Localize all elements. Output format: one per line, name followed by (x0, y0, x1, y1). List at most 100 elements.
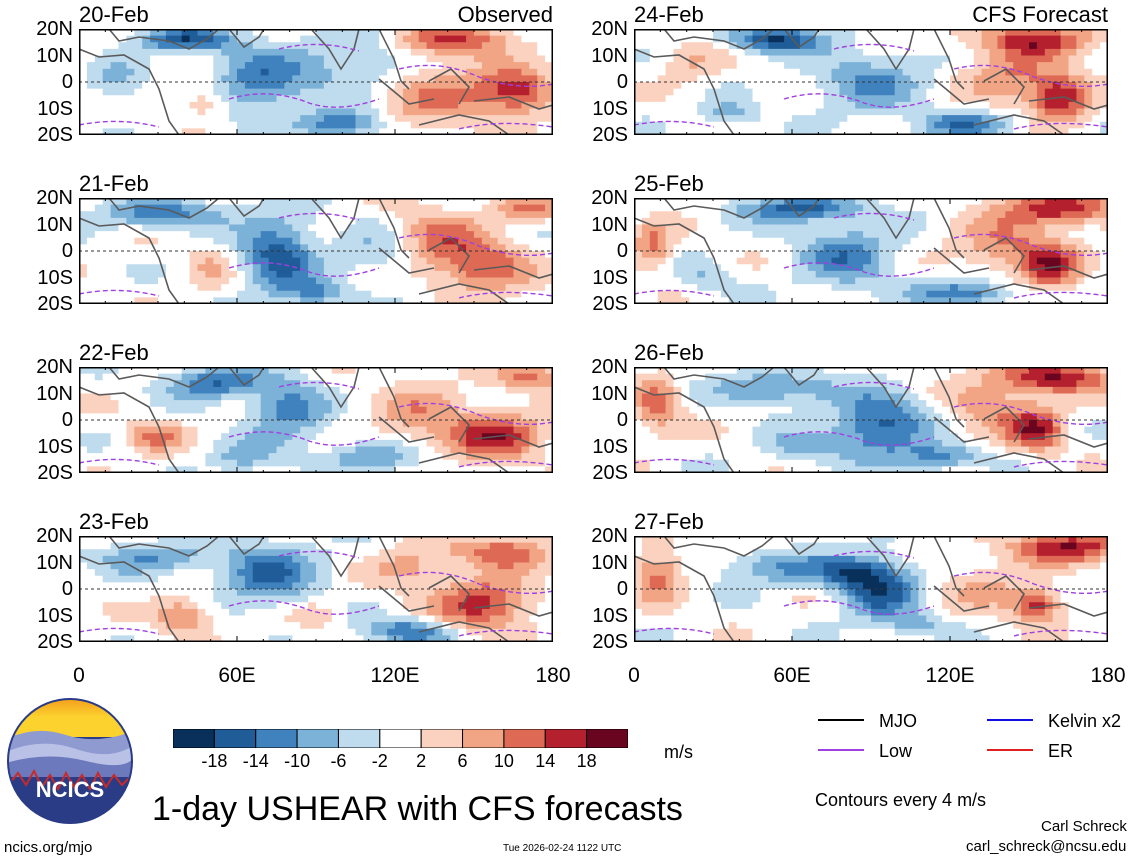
field-cell (545, 575, 554, 583)
field-cell (355, 55, 364, 63)
field-cell (426, 439, 436, 448)
field-cell (363, 589, 372, 597)
field-cell (118, 615, 127, 623)
field-cell (681, 75, 690, 83)
field-cell (221, 569, 230, 577)
field-cell (229, 420, 238, 428)
field-cell (529, 386, 538, 395)
field-cell (744, 35, 754, 43)
field-cell (752, 95, 761, 103)
field-cell (229, 68, 238, 76)
field-cell (926, 42, 935, 50)
field-cell (260, 615, 270, 623)
field-cell (1100, 68, 1109, 76)
field-cell (942, 42, 951, 50)
field-cell (284, 367, 293, 375)
field-cell (513, 204, 522, 212)
field-cell (458, 608, 467, 617)
field-cell (545, 75, 554, 83)
field-cell (260, 204, 270, 212)
field-cell (134, 386, 143, 395)
field-cell (237, 270, 246, 279)
field-cell (981, 68, 991, 76)
field-cell (221, 635, 230, 643)
field-cell (1076, 121, 1085, 129)
field-cell (497, 595, 507, 603)
field-cell (537, 608, 546, 617)
field-cell (402, 264, 412, 272)
field-cell (134, 48, 143, 57)
field-cell (339, 386, 349, 395)
field-cell (634, 62, 643, 70)
field-cell (244, 264, 254, 272)
field-cell (142, 555, 151, 564)
field-cell (268, 62, 278, 70)
field-cell (434, 115, 443, 123)
field-cell (300, 204, 309, 212)
field-cell (363, 602, 372, 610)
field-cell (355, 446, 364, 454)
field-cell (878, 95, 888, 103)
field-cell (545, 128, 554, 136)
field-cell (489, 198, 499, 206)
field-cell (205, 82, 214, 90)
field-cell (126, 608, 135, 617)
field-cell (110, 62, 120, 70)
field-cell (529, 453, 538, 461)
field-cell (529, 211, 538, 219)
field-cell (229, 582, 238, 590)
field-cell (347, 393, 357, 401)
field-cell (118, 82, 127, 90)
field-cell (387, 608, 396, 617)
field-cell (410, 204, 420, 212)
field-cell (229, 542, 238, 550)
field-cell (118, 55, 127, 63)
field-cell (497, 628, 507, 636)
field-cell (418, 562, 428, 570)
field-cell (395, 297, 404, 305)
field-cell (110, 257, 120, 265)
field-cell (197, 264, 206, 272)
field-cell (641, 88, 651, 96)
field-cell (450, 426, 459, 434)
field-cell (118, 257, 127, 265)
field-cell (450, 29, 459, 37)
field-cell (150, 393, 159, 401)
field-cell (395, 198, 404, 206)
field-cell (229, 231, 238, 239)
field-cell (513, 549, 522, 557)
field-cell (142, 244, 151, 252)
field-cell (189, 466, 199, 474)
field-cell (308, 204, 317, 212)
field-cell (308, 608, 317, 617)
field-cell (110, 251, 120, 259)
field-cell (173, 128, 183, 136)
field-cell (205, 290, 214, 298)
field-cell (363, 549, 372, 557)
field-cell (776, 42, 785, 50)
field-cell (410, 251, 420, 259)
field-cell (347, 42, 357, 50)
field-cell (126, 459, 135, 467)
field-cell (657, 68, 667, 76)
field-cell (657, 42, 667, 50)
field-cell (489, 48, 499, 57)
field-cell (205, 29, 214, 37)
field-cell (387, 420, 396, 428)
field-cell (221, 55, 230, 63)
field-cell (458, 231, 467, 239)
field-cell (489, 75, 499, 83)
field-cell (474, 48, 483, 57)
field-cell (442, 386, 451, 395)
field-cell (237, 297, 246, 305)
field-cell (489, 406, 499, 414)
field-cell (728, 101, 738, 110)
field-cell (276, 101, 285, 110)
field-cell (450, 386, 459, 395)
field-cell (871, 82, 880, 90)
field-cell (418, 95, 428, 103)
field-cell (792, 82, 801, 90)
field-cell (110, 204, 120, 212)
field-cell (1100, 115, 1109, 123)
field-cell (458, 575, 467, 583)
